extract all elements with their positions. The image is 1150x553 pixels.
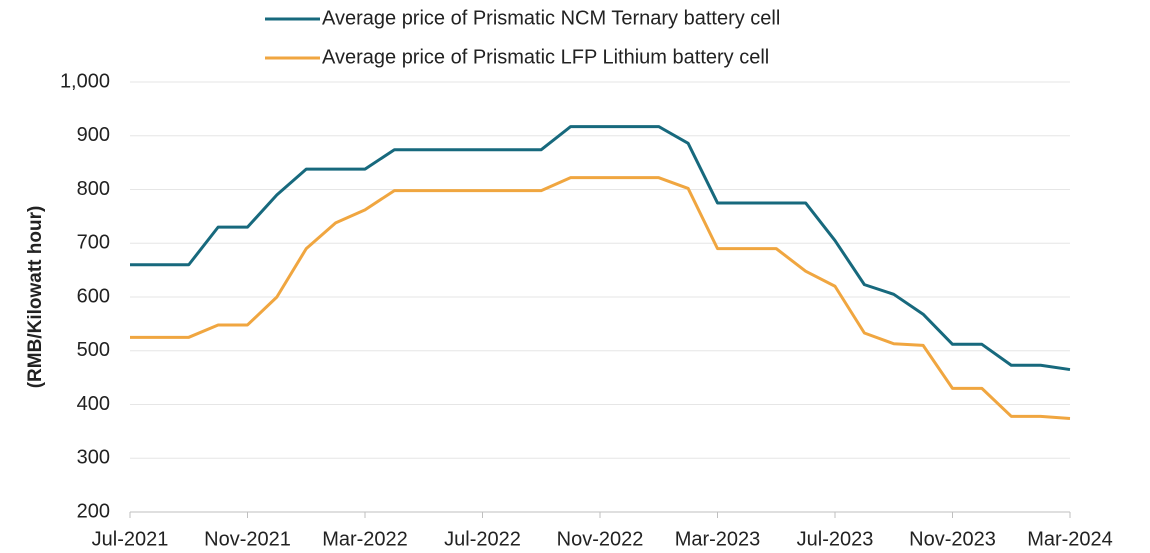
legend-label: Average price of Prismatic NCM Ternary b…: [322, 7, 780, 29]
x-tick-label: Nov-2021: [204, 528, 291, 550]
y-tick-label: 700: [77, 232, 110, 254]
x-tick-label: Jul-2021: [92, 528, 169, 550]
x-tick-label: Jul-2023: [797, 528, 874, 550]
x-tick-label: Nov-2023: [909, 528, 996, 550]
x-tick-label: Mar-2023: [675, 528, 761, 550]
x-tick-label: Nov-2022: [557, 528, 644, 550]
x-tick-label: Mar-2024: [1027, 528, 1113, 550]
y-tick-label: 1,000: [60, 70, 110, 92]
y-tick-label: 900: [77, 124, 110, 146]
y-tick-label: 200: [77, 500, 110, 522]
y-axis-label: (RMB/Kilowatt hour): [25, 206, 46, 389]
y-tick-label: 300: [77, 447, 110, 469]
series-line: [130, 176, 1071, 420]
legend-label: Average price of Prismatic LFP Lithium b…: [322, 46, 769, 68]
y-tick-label: 600: [77, 285, 110, 307]
y-tick-label: 400: [77, 393, 110, 415]
x-tick-label: Jul-2022: [444, 528, 521, 550]
y-tick-label: 800: [77, 178, 110, 200]
x-tick-label: Mar-2022: [322, 528, 408, 550]
y-tick-label: 500: [77, 339, 110, 361]
series-line: [130, 125, 1071, 372]
